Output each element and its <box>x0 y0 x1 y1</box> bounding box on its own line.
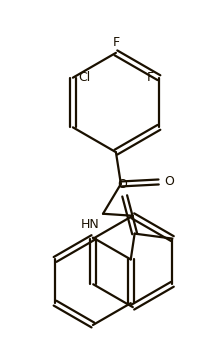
Text: F: F <box>112 36 119 49</box>
Text: O: O <box>164 176 174 188</box>
Text: HN: HN <box>80 218 98 231</box>
Text: Cl: Cl <box>77 71 90 84</box>
Text: F: F <box>146 71 153 84</box>
Text: O: O <box>116 178 126 191</box>
